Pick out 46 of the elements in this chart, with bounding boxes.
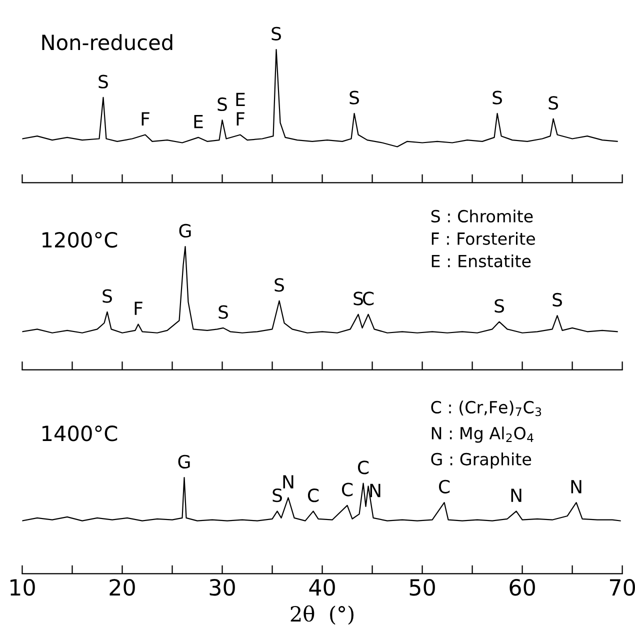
x-tick-label: 30 — [210, 578, 235, 596]
annotation: S — [102, 289, 112, 303]
text: C : (Cr,Fe)$_{7}$C$_{3}$ — [431, 400, 542, 416]
annotation: C — [342, 482, 353, 496]
annotation: C — [308, 488, 319, 502]
annotation: S — [552, 292, 562, 307]
annotation: S — [494, 299, 504, 313]
x-tick-label: 10 — [10, 578, 35, 596]
x-tick-label: 60 — [510, 578, 535, 596]
annotation: G — [179, 224, 191, 238]
annotation: E — [236, 92, 245, 106]
text: G : Graphite — [431, 452, 532, 469]
annotation: S — [272, 26, 281, 40]
annotation: S — [218, 97, 227, 112]
x-tick-label: 20 — [110, 578, 135, 596]
annotation: G — [178, 454, 190, 468]
text: F : Forsterite — [432, 232, 535, 245]
annotation: S — [272, 488, 282, 502]
annotation: S — [274, 278, 284, 292]
chart-title: 1200°C — [42, 232, 118, 248]
x-tick-label: 70 — [610, 578, 635, 596]
annotation: F — [134, 302, 142, 315]
chart-title: Non-reduced — [42, 34, 172, 50]
annotation: C — [358, 460, 369, 474]
annotation: N — [571, 480, 582, 494]
text: N : Mg Al$_{2}$O$_{4}$ — [432, 426, 534, 443]
x-axis-title: 2θ (°) — [290, 605, 354, 625]
chart-title: 1400°C — [42, 426, 118, 442]
annotation: C — [362, 292, 374, 306]
annotation: E : Enstatite — [432, 254, 531, 268]
annotation: F — [236, 112, 244, 126]
annotation: N — [511, 488, 522, 502]
annotation: N — [283, 475, 294, 488]
annotation: S — [354, 292, 363, 306]
annotation: S — [350, 90, 359, 104]
x-tick-label: 50 — [410, 578, 435, 596]
annotation: S — [98, 74, 108, 88]
annotation: E — [194, 114, 203, 128]
annotation: N — [370, 484, 380, 498]
x-tick-label: 40 — [309, 578, 335, 596]
annotation: S — [548, 96, 558, 110]
annotation: S — [492, 90, 502, 104]
annotation: C — [438, 480, 450, 494]
annotation: F — [142, 112, 150, 126]
annotation: S — [218, 305, 228, 319]
text: S : Chromite — [431, 210, 533, 223]
